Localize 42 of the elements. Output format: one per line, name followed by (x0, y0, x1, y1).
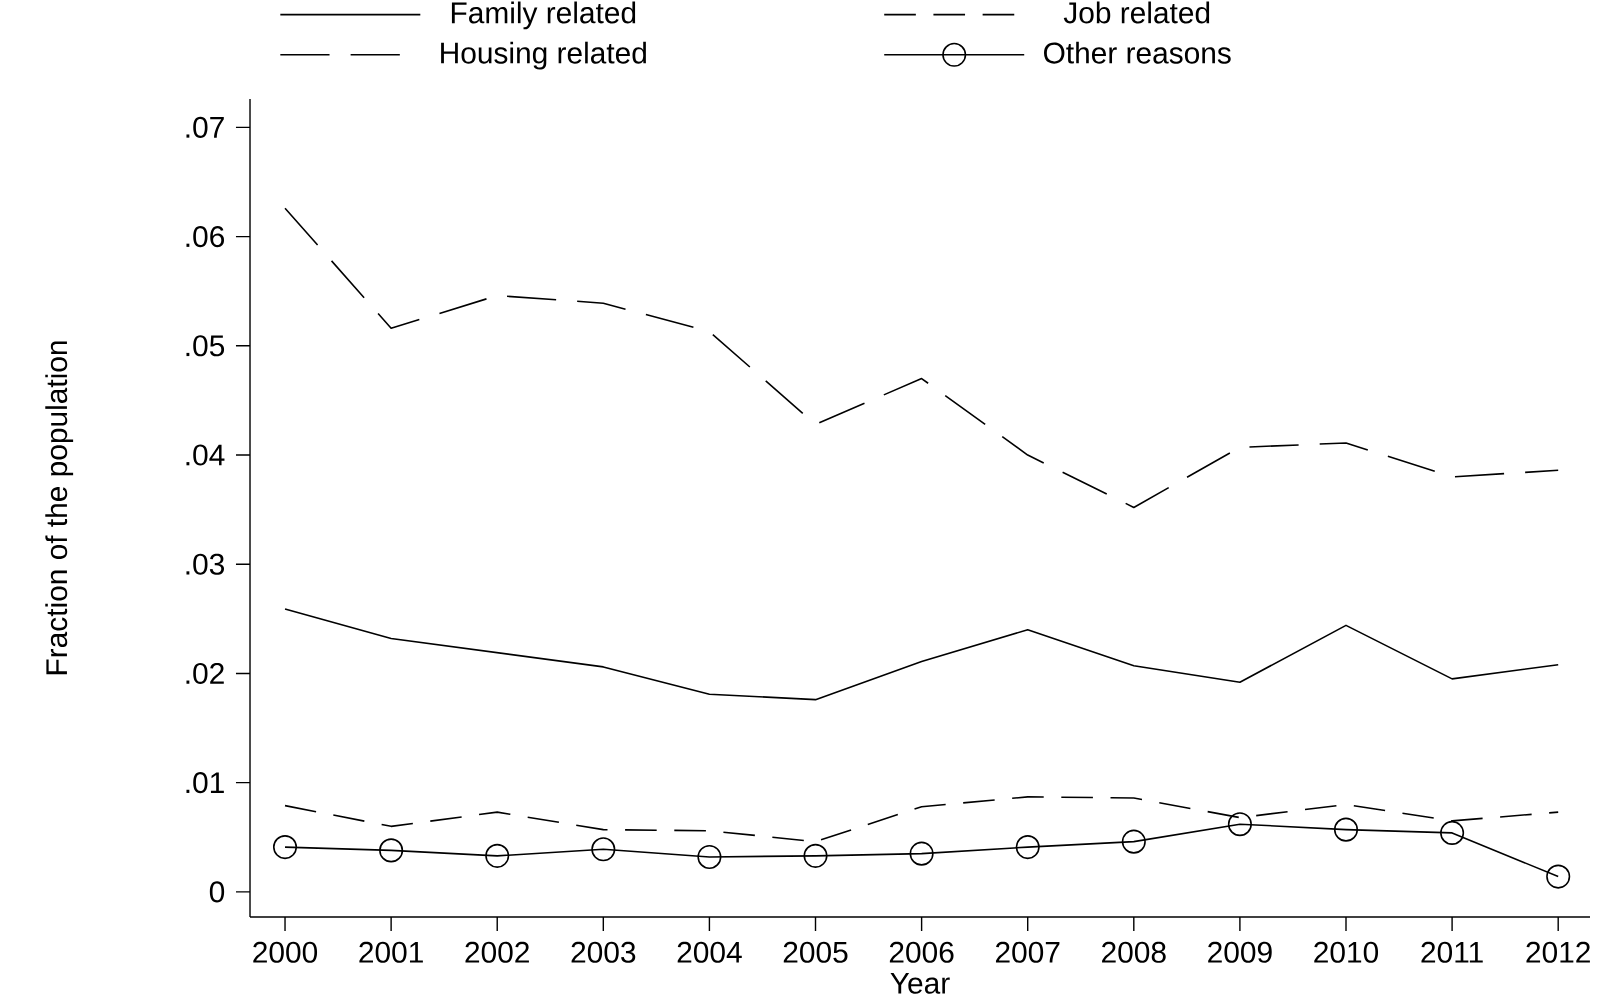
point (909, 841, 934, 866)
x-tick-label: 2001 (359, 941, 423, 963)
y-tick-label: .04 (186, 444, 225, 466)
x-tick-label: 2006 (889, 941, 954, 963)
x-tick-label: 2004 (677, 941, 742, 963)
point (803, 843, 828, 868)
point (1333, 817, 1359, 842)
y-tick-label: .05 (186, 335, 225, 357)
point (697, 844, 722, 869)
x-tick-label: 2008 (1102, 941, 1166, 963)
x-tick-label: 2003 (571, 941, 636, 963)
x-tick-label: 2000 (253, 941, 318, 963)
point (1121, 829, 1146, 854)
x-tick-label: 2011 (1421, 941, 1483, 963)
point (1440, 820, 1465, 845)
x-axis-title: Year (890, 972, 950, 994)
point (379, 838, 404, 863)
x-tick-label: 2009 (1208, 941, 1272, 963)
point (485, 843, 510, 868)
y-tick-label: .01 (186, 772, 224, 794)
x-tick-label: 2007 (995, 941, 1060, 963)
x-tick-label: 2010 (1314, 941, 1379, 963)
point (272, 835, 298, 860)
legend-label: Housing related (441, 41, 646, 70)
y-tick-label: .02 (186, 662, 224, 685)
x-tick-label: 2012 (1526, 941, 1590, 963)
y-tick-label: .07 (186, 116, 224, 138)
point (1546, 864, 1571, 889)
line-series (284, 796, 1559, 843)
point (1015, 835, 1040, 860)
y-tick-label: .03 (186, 553, 225, 575)
y-axis-title: Fraction of the population (45, 341, 74, 675)
point (591, 837, 616, 862)
x-tick-label: 2002 (465, 941, 529, 963)
point (1227, 812, 1252, 837)
legend-label: Family related (451, 1, 636, 30)
line-series (284, 207, 1559, 509)
y-tick-label: .06 (186, 226, 225, 248)
y-tick-label: 0 (209, 881, 225, 903)
legend-label: Other reasons (1044, 41, 1231, 64)
x-tick-label: 2005 (783, 941, 848, 963)
legend-label: Job related (1063, 1, 1210, 24)
